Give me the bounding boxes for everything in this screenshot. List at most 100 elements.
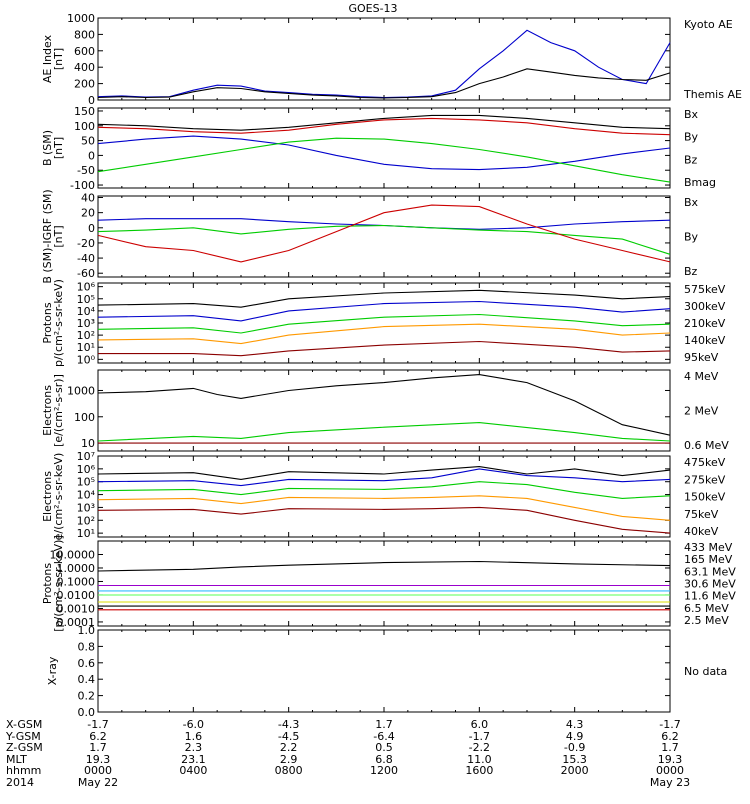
ytick-label-bsm: 50 — [81, 135, 95, 148]
ephemeris-value: -4.5 — [278, 730, 299, 743]
ytick-label-ae: 1000 — [67, 12, 95, 25]
ylabel-line: Electrons — [41, 385, 54, 436]
legend-label-protons1-1: 300keV — [684, 300, 726, 313]
legend-label-ae-1: Themis AE — [683, 88, 742, 101]
legend-label-bsm-0: Bx — [684, 108, 699, 121]
ytick-label-bigrf: 0 — [88, 222, 95, 235]
legend-label-bigrf-1: By — [684, 231, 699, 244]
ytick-label-xray: 0.8 — [78, 640, 96, 653]
ephemeris-value: -6.4 — [373, 730, 394, 743]
series-line-bsm-3 — [97, 114, 671, 131]
ylabel-line: B (SM) — [41, 130, 54, 166]
legend-label-protons1-4: 95keV — [684, 351, 719, 364]
legend-label-bigrf-0: Bx — [684, 196, 699, 209]
ephemeris-value: 15.3 — [562, 753, 587, 766]
ephemeris-value: 2.9 — [280, 753, 298, 766]
ephemeris-value: -6.0 — [183, 718, 204, 731]
ephemeris-value: 1.7 — [661, 741, 679, 754]
ytick-label-protons2: 0.0100 — [57, 589, 96, 602]
legend-label-electrons2-4: 40keV — [684, 525, 719, 538]
ephemeris-label: MLT — [6, 753, 27, 766]
ytick-label-electrons2: 10⁶ — [77, 463, 96, 476]
ytick-label-ae: 200 — [74, 78, 95, 91]
ytick-label-ae: 600 — [74, 45, 95, 58]
ytick-label-electrons2: 10⁴ — [77, 489, 96, 502]
ytick-label-protons2: 10.0000 — [50, 548, 96, 561]
ytick-label-electrons2: 10³ — [77, 501, 95, 514]
series-line-protons2-0 — [97, 560, 671, 572]
ephemeris-value: 1.6 — [185, 730, 203, 743]
ylabel-bigrf: B (SM)-IGRF (SM)[nT] — [41, 189, 65, 283]
ytick-label-ae: 0 — [88, 94, 95, 107]
legend-label-ae-0: Kyoto AE — [684, 18, 733, 31]
series-line-bsm-1 — [97, 137, 671, 183]
legend-label-protons1-2: 210keV — [684, 317, 726, 330]
ephemeris-value: 6.0 — [471, 718, 489, 731]
ytick-label-bigrf: -60 — [77, 267, 95, 280]
series-line-bigrf-1 — [97, 224, 671, 255]
ephemeris-value: 2000 — [561, 764, 589, 777]
ylabel-line: p/(cm²-s-sr-keV) — [52, 279, 65, 367]
ephemeris-value: 0.5 — [375, 741, 393, 754]
ytick-label-electrons2: 10⁷ — [77, 450, 95, 463]
legend-label-bsm-2: Bz — [684, 153, 698, 166]
ylabel-electrons2: Electronse/(cm²-s-sr-keV) — [41, 453, 65, 541]
ephemeris-value: 23.1 — [181, 753, 206, 766]
panel-frame-electrons2 — [97, 455, 671, 538]
legend-label-protons1-0: 575keV — [684, 283, 726, 296]
legend-label-protons2-6: 2.5 MeV — [684, 614, 729, 627]
ephemeris-value: 0000 — [84, 764, 112, 777]
plot-title: GOES-13 — [348, 2, 397, 15]
series-line-ae-1 — [97, 68, 671, 99]
legend-label-bsm-1: By — [684, 131, 699, 144]
panel-frame-xray — [97, 629, 671, 713]
ytick-label-bsm: -100 — [70, 179, 95, 192]
ephemeris-value: 19.3 — [658, 753, 683, 766]
ephemeris-value: 6.2 — [661, 730, 679, 743]
series-line-protons1-2 — [97, 313, 671, 334]
series-line-protons1-4 — [98, 340, 671, 357]
series-line-electrons2-0 — [97, 466, 671, 480]
legend-label-electrons2-2: 150keV — [684, 491, 726, 504]
ephemeris-label: Y-GSM — [5, 730, 41, 743]
ephemeris-label: 2014 — [6, 776, 34, 789]
legend-label-electrons1-1: 2 MeV — [684, 405, 719, 418]
ylabel-line: [nT] — [52, 48, 65, 70]
ylabel-line: [nT] — [52, 225, 65, 247]
ylabel-protons2: Protons[p/(cm²-s-sr-keV)] — [41, 535, 65, 632]
legend-label-protons2-4: 11.6 MeV — [684, 590, 736, 603]
ephemeris-value: 1600 — [465, 764, 493, 777]
ylabel-line: [nT] — [52, 137, 65, 159]
ytick-label-protons2: 0.0010 — [57, 602, 96, 615]
series-line-bsm-0 — [97, 135, 671, 171]
ylabel-line: e/(cm²-s-sr-keV) — [52, 453, 65, 541]
ephemeris-value: 1.7 — [89, 741, 107, 754]
ytick-label-bsm: 150 — [74, 105, 95, 118]
ylabel-line: B (SM)-IGRF (SM) — [41, 189, 54, 283]
ephemeris-value: -1.7 — [87, 718, 108, 731]
ytick-label-electrons1: 1000 — [67, 384, 95, 397]
ylabel-line: Protons — [41, 563, 54, 604]
ytick-label-protons1: 10² — [77, 329, 95, 342]
ephemeris-value: -1.7 — [659, 718, 680, 731]
legend-label-electrons2-1: 275keV — [684, 473, 726, 486]
ylabel-ae: AE Index[nT] — [41, 34, 65, 83]
ytick-label-xray: 0.2 — [78, 690, 96, 703]
ytick-label-protons2: 1.0000 — [57, 562, 96, 575]
ephemeris-value: 1200 — [370, 764, 398, 777]
ylabel-line: [p/(cm²-s-sr-keV)] — [52, 535, 65, 632]
ytick-label-protons1: 10⁵ — [77, 293, 95, 306]
series-line-protons1-1 — [97, 300, 671, 322]
ytick-label-bigrf: -40 — [77, 252, 95, 265]
ephemeris-value: May 22 — [78, 776, 118, 789]
panel-frame-ae — [97, 17, 671, 101]
series-line-bigrf-2 — [97, 204, 671, 263]
ephemeris-value: 0800 — [275, 764, 303, 777]
series-line-protons1-3 — [97, 323, 671, 345]
ytick-label-bsm: 0 — [88, 149, 95, 162]
ytick-label-protons1: 10³ — [77, 317, 95, 330]
ephemeris-value: 4.9 — [566, 730, 584, 743]
ytick-label-xray: 0.4 — [78, 673, 96, 686]
